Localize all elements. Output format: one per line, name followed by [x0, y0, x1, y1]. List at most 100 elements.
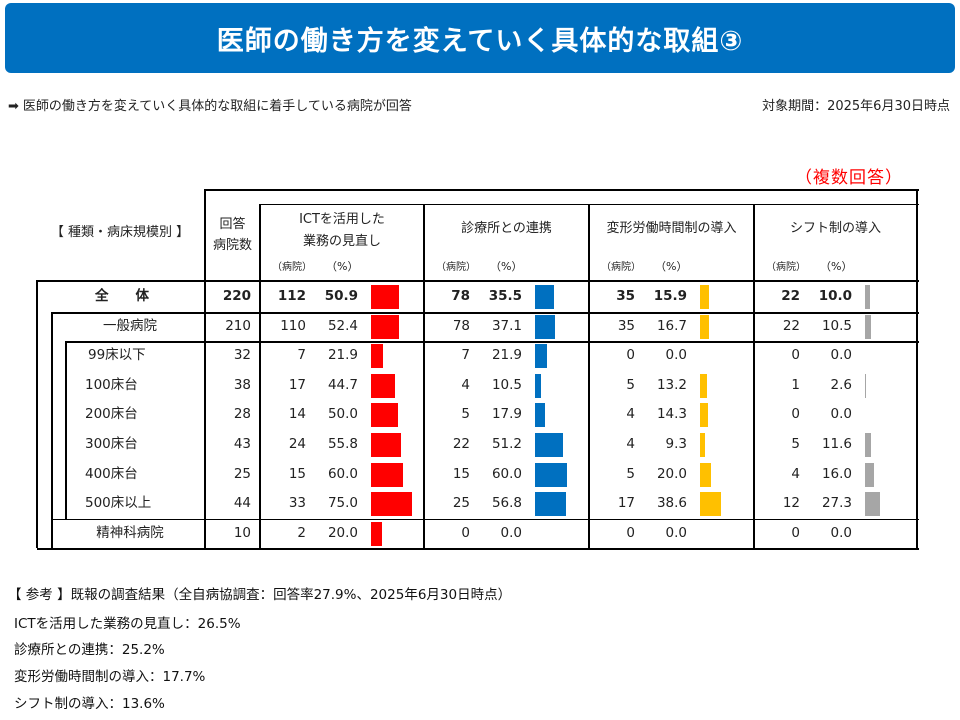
hospital-count: 5 — [626, 376, 635, 393]
respondent-count: 44 — [233, 495, 251, 512]
percent-value: 10.0 — [818, 288, 852, 304]
percent-value: 10.5 — [821, 317, 852, 334]
bar-mark — [535, 373, 541, 398]
hospital-count: 35 — [617, 317, 635, 334]
hospital-count: 110 — [280, 317, 306, 334]
bar-mark — [535, 403, 545, 428]
hospital-count: 0 — [791, 347, 800, 364]
bar-mark — [535, 433, 563, 457]
group-border-general — [51, 311, 53, 548]
bar-mark — [535, 492, 566, 517]
bar-mark — [371, 403, 398, 428]
column-header-title: ICTを活用した — [299, 212, 385, 227]
hospital-count: 0 — [791, 406, 800, 423]
respondent-count: 43 — [233, 436, 251, 452]
bar-mark — [700, 314, 709, 339]
hospital-count: 24 — [288, 436, 306, 452]
row-label: 400床台 — [85, 465, 138, 482]
percent-value: 60.0 — [491, 465, 522, 482]
unit-hospitals: （病院） — [766, 262, 806, 273]
multiple-answers-note: （複数回答） — [795, 168, 903, 188]
percent-value: 56.8 — [491, 495, 522, 512]
unit-percent: （%） — [326, 260, 359, 273]
row-label: 200床台 — [85, 406, 138, 423]
percent-value: 60.0 — [327, 465, 358, 482]
percent-value: 0.0 — [830, 347, 852, 364]
percent-value: 21.9 — [327, 347, 358, 364]
bar-mark — [865, 492, 880, 517]
percent-value: 27.3 — [821, 495, 852, 512]
row-header-label: 【 種類・病床規模別 】 — [50, 225, 190, 240]
percent-value: 44.7 — [327, 376, 358, 393]
hospital-count: 4 — [791, 465, 800, 482]
percent-value: 0.0 — [500, 524, 522, 541]
bar-mark — [865, 433, 872, 457]
percent-value: 21.9 — [491, 347, 522, 364]
hospital-count: 17 — [617, 495, 635, 512]
count-header-line2: 病院数 — [212, 238, 252, 253]
reference-item: ICTを活用した業務の見直し：26.5% — [14, 616, 241, 632]
unit-hospitals: （病院） — [436, 262, 476, 273]
column-divider — [259, 204, 261, 548]
column-divider — [204, 189, 206, 548]
table-top-border — [205, 189, 919, 191]
respondent-count: 28 — [233, 406, 251, 423]
percent-value: 52.4 — [327, 317, 358, 334]
count-header-line1: 回答 — [219, 217, 246, 232]
bar-mark — [865, 285, 871, 309]
bar-mark — [865, 462, 874, 487]
bar-mark — [371, 344, 383, 369]
bar-mark — [700, 373, 708, 398]
row-label: 全 体 — [95, 288, 149, 304]
bar-mark — [700, 433, 705, 457]
percent-value: 0.0 — [665, 347, 687, 364]
reference-heading: 【 参考 】既報の調査結果（全自病協調査：回答率27.9%、2025年6月30日… — [8, 587, 512, 603]
table-bottom-border — [37, 548, 919, 550]
hospital-count: 112 — [277, 288, 306, 304]
hospital-count: 25 — [452, 495, 470, 512]
reference-item: 変形労働時間制の導入：17.7% — [14, 669, 206, 685]
column-divider — [588, 204, 590, 548]
bar-mark — [535, 285, 555, 309]
percent-value: 55.8 — [327, 436, 358, 452]
column-header-title: 変形労働時間制の導入 — [606, 221, 737, 236]
unit-percent: （%） — [490, 260, 523, 273]
bar-mark — [700, 403, 708, 428]
hospital-count: 12 — [782, 495, 800, 512]
hospital-count: 0 — [461, 524, 470, 541]
reference-item: 診療所との連携：25.2% — [14, 642, 165, 658]
hospital-count: 4 — [626, 406, 635, 423]
bar-mark — [865, 314, 871, 339]
bar-mark — [371, 433, 402, 457]
percent-value: 38.6 — [656, 495, 687, 512]
bar-mark — [371, 314, 400, 339]
row-divider — [51, 311, 919, 314]
hospital-count: 2 — [297, 524, 306, 541]
respondent-count: 10 — [233, 524, 251, 541]
title-banner: 医師の働き方を変えていく具体的な取組③ — [5, 3, 955, 73]
hospital-count: 22 — [452, 436, 470, 452]
bar-mark — [371, 521, 382, 546]
percent-value: 14.3 — [656, 406, 687, 423]
hospital-count: 5 — [461, 406, 470, 423]
column-divider — [423, 204, 425, 548]
bar-mark — [371, 373, 396, 398]
hospital-count: 0 — [626, 524, 635, 541]
hospital-count: 4 — [461, 376, 470, 393]
hospital-count: 15 — [288, 465, 306, 482]
hospital-count: 35 — [616, 288, 635, 304]
row-divider — [65, 341, 919, 344]
percent-value: 20.0 — [327, 524, 358, 541]
reference-item: シフト制の導入：13.6% — [14, 696, 165, 712]
percent-value: 10.5 — [491, 376, 522, 393]
column-header-title: 業務の見直し — [302, 234, 381, 249]
hospital-count: 5 — [626, 465, 635, 482]
column-header-title: 診療所との連携 — [461, 221, 552, 236]
percent-value: 16.7 — [656, 317, 687, 334]
percent-value: 75.0 — [327, 495, 358, 512]
percent-value: 20.0 — [656, 465, 687, 482]
percent-value: 0.0 — [830, 406, 852, 423]
hospital-count: 14 — [288, 406, 306, 423]
bar-mark — [700, 462, 711, 487]
bar-mark — [535, 462, 568, 487]
